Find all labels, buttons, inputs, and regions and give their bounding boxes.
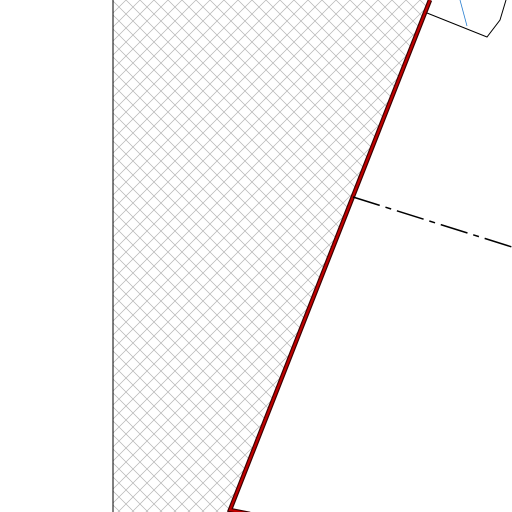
parcel-line bbox=[228, 0, 432, 512]
building-outline bbox=[426, 0, 507, 38]
water-line bbox=[459, 0, 468, 27]
hatched-area bbox=[113, 0, 430, 512]
dash-dot-line bbox=[352, 196, 512, 248]
